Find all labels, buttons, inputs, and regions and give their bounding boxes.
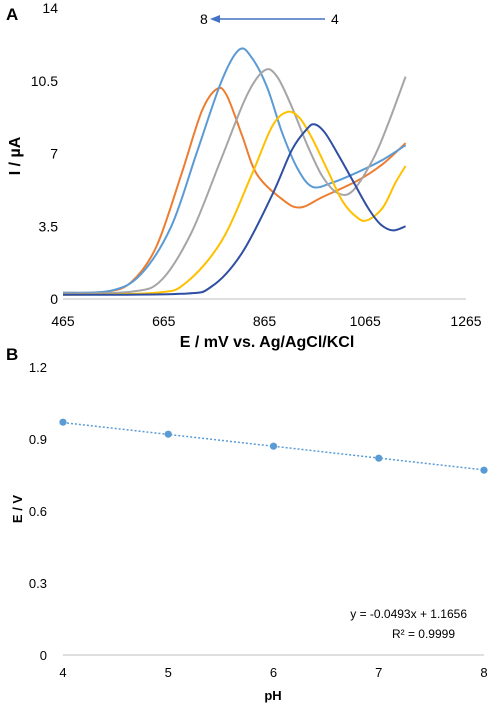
panel-b-y-tick-label: 0.6 [29,504,47,519]
panel-a-label: A [6,5,18,24]
panel-b-x-tick-label: 6 [270,665,277,680]
panel-a: A 465 665 865 1065 1265 0 3.5 7 10.5 14 E / mV v… [6,0,482,351]
panel-a-y-axis-label: I / µA [7,136,24,175]
panel-a-x-tick-label: 665 [152,313,176,329]
trendline-r-squared: R² = 0.9999 [392,627,455,641]
panel-a-y-tick-label: 14 [42,0,58,16]
panel-a-x-tick-label: 465 [51,313,75,329]
panel-a-series-line-2 [62,47,407,294]
annotation-arrow-head-icon [210,15,220,23]
panel-b-x-tick-label: 5 [165,665,172,680]
annotation-from-label: 4 [331,11,339,27]
panel-b-x-tick-label: 8 [480,665,487,680]
panel-a-series-line-5 [62,123,406,296]
panel-a-series-line-4 [62,110,407,296]
panel-a-y-tick-labels: 0 3.5 7 10.5 14 [31,0,58,307]
panel-b-data-point [375,454,383,462]
panel-b-y-tick-label: 0.3 [29,576,47,591]
panel-b-y-tick-label: 1.2 [29,360,47,375]
panel-b-y-tick-label: 0 [40,648,47,663]
panel-b-y-axis-label: E / V [10,495,25,524]
panel-a-x-tick-labels: 465 665 865 1065 1265 [51,313,481,329]
panel-a-y-tick-label: 0 [50,291,58,307]
panel-b-trendline-line [62,421,485,471]
panel-b-x-tick-labels: 4 5 6 7 8 [59,665,487,680]
panel-a-series-line-3 [62,68,407,295]
panel-a-x-tick-label: 1065 [350,313,381,329]
panel-a-ph-arrow-annotation: 8 4 [200,11,339,27]
panel-a-x-tick-label: 1265 [450,313,481,329]
annotation-to-label: 8 [200,11,208,27]
panel-a-y-tick-label: 3.5 [39,218,59,234]
panel-b-x-tick-label: 7 [375,665,382,680]
panel-b-label: B [6,345,18,364]
panel-b-data-point [59,418,67,426]
panel-b-y-tick-label: 0.9 [29,432,47,447]
panel-b-data-point [480,466,488,474]
panel-b-data-point [164,430,172,438]
panel-a-y-tick-label: 10.5 [31,73,58,89]
panel-b: B 4 5 6 7 8 0 0.3 0.6 0.9 1.2 pH E / V y = -0.04… [6,345,488,703]
panel-a-y-tick-label: 7 [50,146,58,162]
panel-b-y-tick-labels: 0 0.3 0.6 0.9 1.2 [29,360,47,663]
panel-b-trendline [62,421,485,471]
panel-a-x-tick-label: 865 [253,313,277,329]
panel-b-data-points [59,418,488,474]
panel-b-x-axis-label: pH [264,688,281,703]
panel-a-series-lines [62,47,407,296]
panel-a-x-axis-label: E / mV vs. Ag/AgCl/KCl [180,334,355,351]
panel-b-x-tick-label: 4 [59,665,66,680]
panel-a-series-line-1 [62,86,407,294]
panel-b-data-point [269,442,278,450]
trendline-equation: y = -0.0493x + 1.1656 [350,607,467,621]
